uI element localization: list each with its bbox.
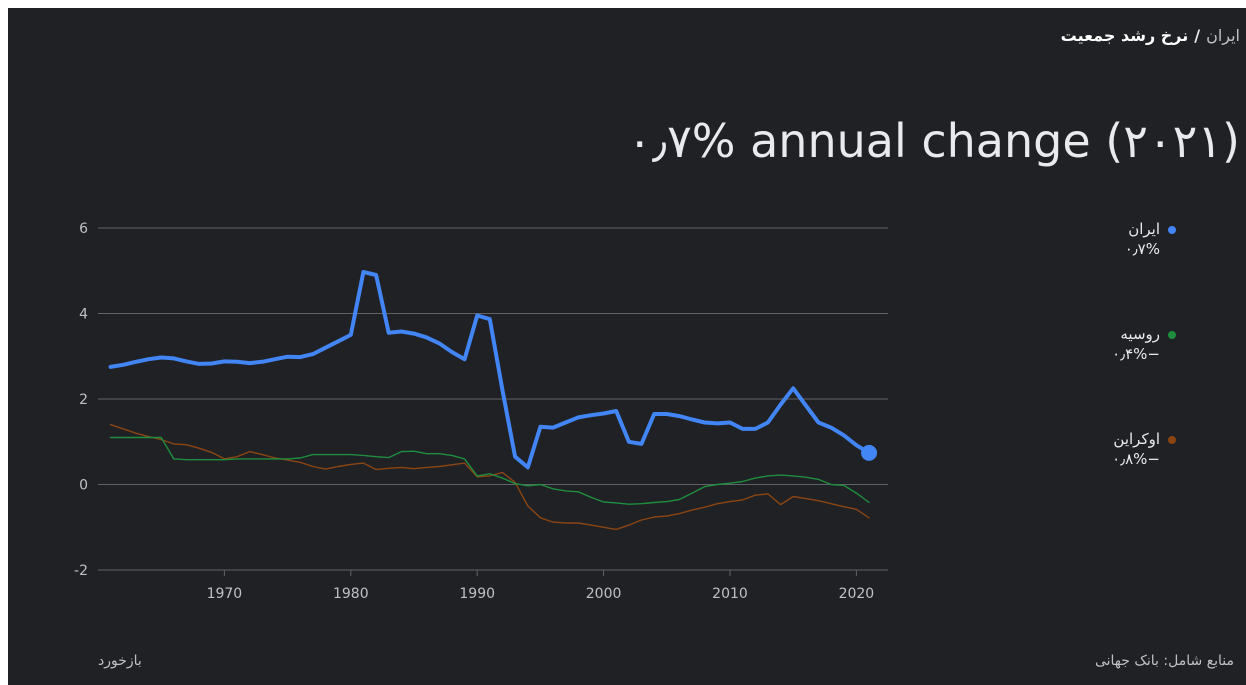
legend-label: روسیه <box>1120 325 1160 343</box>
x-tick-label: 2020 <box>839 586 875 602</box>
line-chart: -2 0 2 4 6 1970 1980 1990 2000 2010 2020 <box>74 221 888 602</box>
legend-dot-icon <box>1168 435 1176 444</box>
legend-dot-icon <box>1168 225 1176 234</box>
x-tick-label: 1980 <box>333 586 369 602</box>
legend-item-russia[interactable]: روسیه −۰٫۴% <box>976 325 1176 363</box>
feedback-link[interactable]: بازخورد <box>98 653 142 669</box>
y-tick-label: -2 <box>74 563 88 579</box>
series-line-1 <box>109 436 870 505</box>
headline-value: ۰٫۷% annual change (۲۰۲۱) <box>627 114 1240 168</box>
sources-note: منابع شامل: بانک جهانی <box>1094 653 1234 669</box>
y-tick-label: 2 <box>79 392 88 408</box>
series-line-0 <box>108 270 871 470</box>
x-tick-label: 2010 <box>712 586 748 602</box>
legend-value: −۰٫۸% <box>1112 450 1160 468</box>
chart-panel: ایران / نرخ رشد جمعیت ۰٫۷% annual change (… <box>8 8 1246 685</box>
legend-label: اوکراین <box>1113 430 1160 448</box>
legend-item-iran[interactable]: ایران ۰٫۷% <box>976 220 1176 258</box>
breadcrumb-current: نرخ رشد جمعیت <box>1060 26 1189 45</box>
legend-value: ۰٫۷% <box>1124 240 1160 258</box>
y-tick-label: 4 <box>79 307 88 323</box>
x-tick-label: 1970 <box>207 586 243 602</box>
breadcrumb-separator: / <box>1194 26 1201 45</box>
legend-item-ukraine[interactable]: اوکراین −۰٫۸% <box>976 430 1176 468</box>
legend-label: ایران <box>1128 220 1160 238</box>
breadcrumb: ایران / نرخ رشد جمعیت <box>1061 26 1240 45</box>
breadcrumb-parent-link[interactable]: ایران <box>1206 26 1240 45</box>
y-tick-label: 6 <box>79 221 88 237</box>
legend-dot-icon <box>1168 330 1176 339</box>
legend-value: −۰٫۴% <box>1112 345 1160 363</box>
x-tick-label: 2000 <box>586 586 622 602</box>
last-point-marker <box>861 444 878 461</box>
y-tick-label: 0 <box>79 478 88 494</box>
series-line-2 <box>109 423 870 531</box>
x-tick-label: 1990 <box>459 586 495 602</box>
